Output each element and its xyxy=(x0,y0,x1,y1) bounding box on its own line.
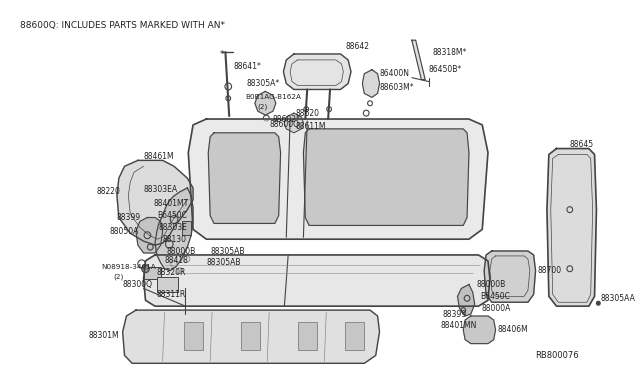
Text: 88401MN: 88401MN xyxy=(440,321,477,330)
Bar xyxy=(182,221,191,235)
Text: 88401MT: 88401MT xyxy=(153,199,188,208)
Polygon shape xyxy=(484,251,536,302)
Text: 88220: 88220 xyxy=(96,187,120,196)
Polygon shape xyxy=(284,113,303,133)
Bar xyxy=(157,277,178,292)
Text: 86450B*: 86450B* xyxy=(429,65,462,74)
Text: 88305AB: 88305AB xyxy=(210,247,244,256)
Polygon shape xyxy=(188,119,488,239)
Text: N08918-3401A: N08918-3401A xyxy=(102,264,156,270)
Polygon shape xyxy=(463,316,495,344)
Text: 88303EA: 88303EA xyxy=(143,185,178,195)
Text: *: * xyxy=(220,49,224,58)
Text: RB800076: RB800076 xyxy=(536,351,579,360)
Text: 88399: 88399 xyxy=(117,213,141,222)
Text: 88301M: 88301M xyxy=(88,331,119,340)
Circle shape xyxy=(141,265,149,273)
Text: 88305AB: 88305AB xyxy=(206,258,241,267)
Text: 88700: 88700 xyxy=(538,266,561,275)
Text: 88406M: 88406M xyxy=(497,326,528,334)
Polygon shape xyxy=(255,92,276,115)
Text: 88611M: 88611M xyxy=(296,122,326,131)
Text: 88305AA: 88305AA xyxy=(600,294,635,303)
Text: B6450C: B6450C xyxy=(157,211,187,220)
Polygon shape xyxy=(117,160,193,245)
Bar xyxy=(241,322,260,350)
Polygon shape xyxy=(143,255,490,306)
Text: 88603M*: 88603M* xyxy=(380,83,414,92)
Text: 88303E: 88303E xyxy=(159,223,188,232)
Text: (2): (2) xyxy=(258,104,268,110)
Text: 88641*: 88641* xyxy=(233,62,261,71)
Circle shape xyxy=(596,301,600,305)
Bar xyxy=(143,267,161,279)
Text: B0B1AG-B162A: B0B1AG-B162A xyxy=(245,94,301,100)
Polygon shape xyxy=(458,285,475,316)
Polygon shape xyxy=(362,70,380,97)
Text: 88000A: 88000A xyxy=(481,304,511,312)
Text: (2): (2) xyxy=(113,273,124,280)
Bar xyxy=(345,322,364,350)
Text: 86400N: 86400N xyxy=(380,69,410,78)
Text: B6450C: B6450C xyxy=(481,292,510,301)
Text: 88318M*: 88318M* xyxy=(433,48,467,57)
Text: 88300Q: 88300Q xyxy=(123,280,153,289)
Text: 88600Q: INCLUDES PARTS MARKED WITH AN*: 88600Q: INCLUDES PARTS MARKED WITH AN* xyxy=(20,20,225,29)
Polygon shape xyxy=(155,188,193,271)
Text: 88461M: 88461M xyxy=(143,152,174,161)
Polygon shape xyxy=(412,40,425,80)
Polygon shape xyxy=(208,133,280,224)
Text: 88600Q: 88600Q xyxy=(269,121,299,129)
Bar xyxy=(298,322,317,350)
Polygon shape xyxy=(136,218,163,253)
Text: 88305A*: 88305A* xyxy=(246,79,280,88)
Text: 88130: 88130 xyxy=(163,235,187,244)
Text: 88311R: 88311R xyxy=(157,290,186,299)
Text: 88642: 88642 xyxy=(345,42,369,51)
Text: 88000B: 88000B xyxy=(166,247,196,256)
Bar xyxy=(184,322,203,350)
Text: 88320R: 88320R xyxy=(157,268,186,277)
Text: 88418: 88418 xyxy=(164,256,188,265)
Text: 88000B: 88000B xyxy=(477,280,506,289)
Text: 88399: 88399 xyxy=(442,310,467,318)
Text: 88645: 88645 xyxy=(570,140,594,149)
Polygon shape xyxy=(123,310,380,363)
Polygon shape xyxy=(284,54,351,89)
Text: 88620: 88620 xyxy=(296,109,320,118)
Text: 88602*: 88602* xyxy=(273,115,301,124)
Text: 88050A: 88050A xyxy=(109,227,139,236)
Polygon shape xyxy=(547,148,596,306)
Polygon shape xyxy=(303,129,469,225)
